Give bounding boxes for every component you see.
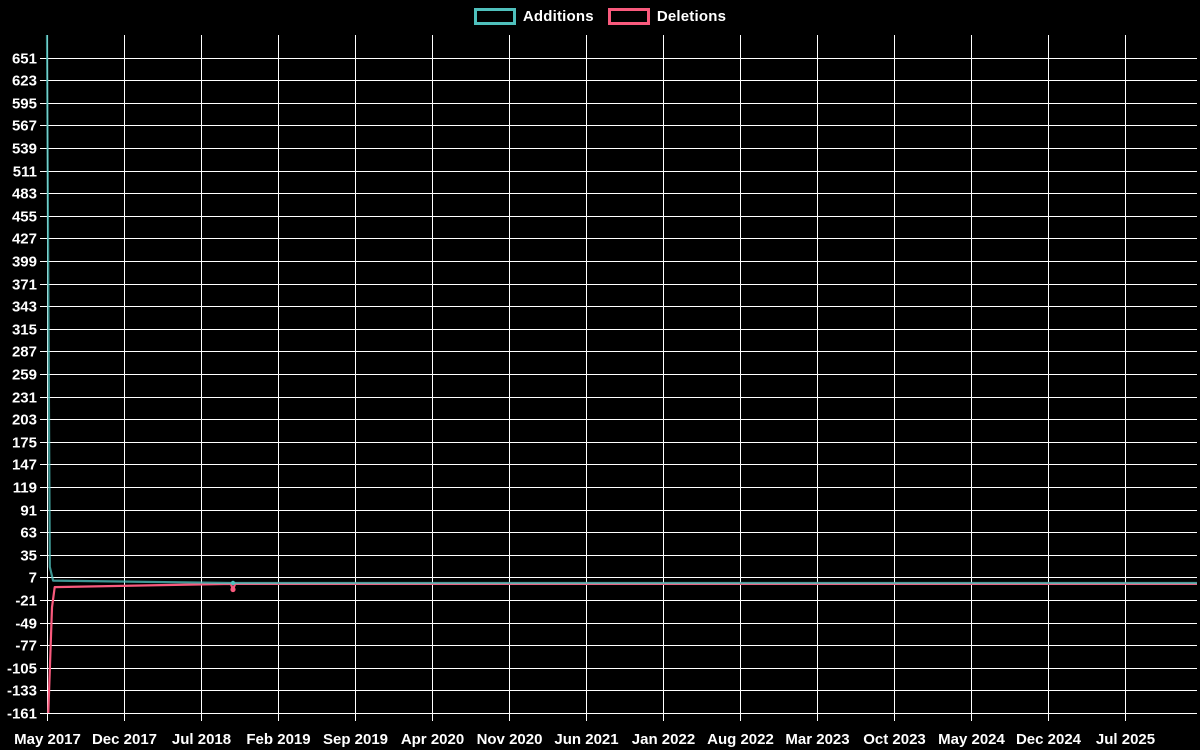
y-axis-label: 651 — [12, 51, 37, 68]
deletions-swatch-icon — [607, 8, 650, 25]
y-axis-label: -77 — [15, 638, 37, 655]
series-line-additions — [45, 34, 1197, 585]
y-axis-label: 175 — [12, 435, 37, 452]
x-axis-label: Aug 2022 — [707, 731, 774, 748]
x-axis-label: Apr 2020 — [401, 731, 464, 748]
y-axis-label: 147 — [12, 457, 37, 474]
x-axis-label: Dec 2017 — [92, 731, 157, 748]
x-axis-label: Jan 2022 — [632, 731, 695, 748]
y-axis-label: 231 — [12, 390, 37, 407]
x-axis-label: Dec 2024 — [1016, 731, 1082, 748]
y-axis-label: -161 — [7, 706, 37, 723]
x-axis-label: May 2024 — [938, 731, 1005, 748]
x-axis-label: Jul 2018 — [172, 731, 231, 748]
x-axis-label: Jul 2025 — [1096, 731, 1155, 748]
x-axis-label: May 2017 — [14, 731, 81, 748]
x-axis-label: Oct 2023 — [863, 731, 926, 748]
data-point-marker-deletions — [230, 586, 236, 593]
y-axis-label: 91 — [20, 503, 37, 520]
y-axis-label: 399 — [12, 254, 37, 271]
y-axis-label: -133 — [7, 683, 37, 700]
x-axis-label: Feb 2019 — [246, 731, 310, 748]
y-axis-label: 427 — [12, 231, 37, 248]
y-axis-label: 567 — [12, 118, 37, 135]
x-axis-label: Mar 2023 — [785, 731, 849, 748]
y-axis-label: 119 — [13, 480, 37, 497]
y-axis-label: -21 — [15, 593, 37, 610]
legend-label-deletions: Deletions — [656, 8, 727, 25]
x-axis-label: Jun 2021 — [554, 731, 618, 748]
y-axis-label: 63 — [20, 525, 37, 542]
y-axis-label: 623 — [12, 73, 37, 90]
y-axis-label: 483 — [12, 186, 37, 203]
y-axis-label: 259 — [12, 367, 37, 384]
x-axis-label: Sep 2019 — [323, 731, 388, 748]
y-axis-label: -49 — [15, 616, 37, 633]
legend-label-additions: Additions — [522, 8, 594, 25]
additions-swatch-icon — [473, 8, 516, 25]
x-axis-label: Nov 2020 — [477, 731, 543, 748]
legend-item-additions[interactable]: Additions — [473, 8, 594, 25]
y-axis-label: 455 — [12, 209, 37, 226]
chart-legend: Additions Deletions — [0, 8, 1200, 25]
y-axis-label: 203 — [12, 412, 37, 429]
y-axis-label: 35 — [20, 548, 37, 565]
y-axis-label: 511 — [13, 164, 37, 181]
series-line-deletions — [47, 582, 1197, 714]
data-point-marker-additions — [230, 580, 236, 586]
y-axis-label: 315 — [12, 322, 37, 339]
y-axis-label: 287 — [12, 344, 37, 361]
y-axis-label: 371 — [12, 277, 37, 294]
y-axis-label: 343 — [12, 299, 37, 316]
y-axis-label: 595 — [12, 96, 37, 113]
y-axis-label: -105 — [7, 661, 37, 678]
y-axis-label: 539 — [12, 141, 37, 158]
legend-item-deletions[interactable]: Deletions — [607, 8, 727, 25]
y-axis-label: 7 — [29, 570, 37, 587]
